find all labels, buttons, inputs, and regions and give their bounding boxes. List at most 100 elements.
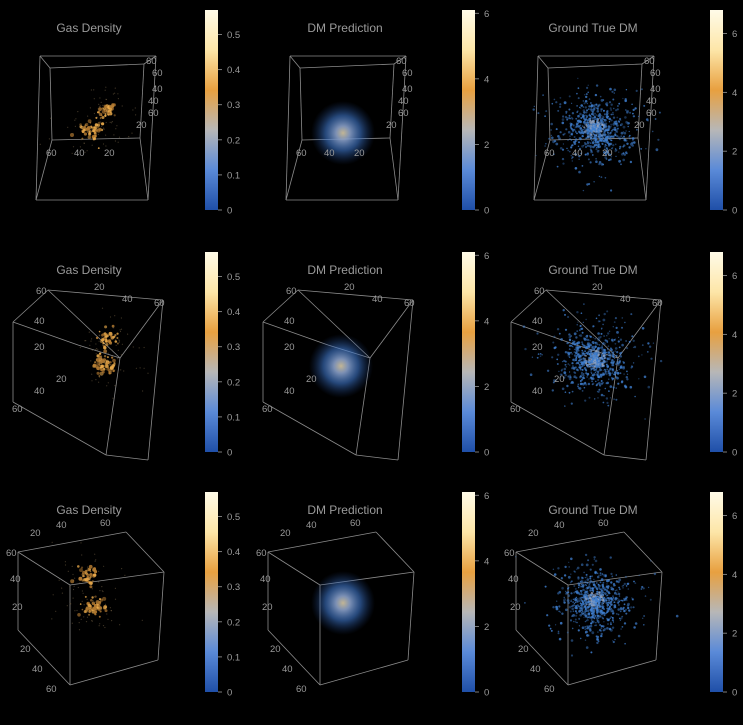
dm-truth-point [622,97,624,100]
dm-truth-point [598,344,601,346]
dm-truth-point [606,110,609,113]
dm-truth-point [583,386,586,389]
dm-truth-point [579,375,583,378]
dm-truth-point [585,369,588,372]
dm-truth-point [616,135,619,138]
dm-truth-point [587,634,590,637]
gas-point [95,336,99,340]
dm-truth-point [537,353,540,355]
dm-truth-point [583,598,587,602]
dm-truth-point [579,358,582,361]
dm-truth-point [623,135,625,138]
gas-point-faint [103,565,105,567]
dm-truth-point [575,359,577,362]
cube-edge [537,55,549,69]
dm-truth-point [590,651,593,654]
cube-edge [157,571,165,661]
dm-truth-point [622,145,625,148]
dm-truth-point [584,94,586,96]
axis-tick-y: 20 [386,120,397,131]
gas-point-faint [117,371,119,373]
dm-truth-point [595,354,599,358]
gas-point-faint [105,337,107,339]
dm-truth-point [553,335,556,338]
dm-truth-point [580,107,582,109]
dm-truth-point [619,124,622,126]
dm-truth-point [574,351,578,355]
dm-truth-point [596,390,599,393]
dm-truth-point [618,595,621,597]
dm-truth-point [631,103,633,106]
dm-truth-point [599,368,602,370]
axis-tick-z: 20 [270,644,281,655]
dm-truth-point [612,129,614,131]
dm-truth-point [563,376,566,379]
gas-point-faint [110,343,112,345]
dm-truth-point [589,135,592,139]
dm-truth-point [593,617,596,620]
gas-point [93,610,97,614]
axis-tick-x: 40 [620,294,631,305]
gas-point-faint [107,618,109,621]
panel-title: Gas Density [56,21,121,35]
dm-truth-point [596,620,599,622]
dm-truth-point [579,120,582,123]
dm-truth-point [584,153,587,156]
dm-truth-point [618,121,620,123]
dm-truth-point [613,122,616,125]
gas-point [99,610,102,613]
dm-truth-point [591,112,594,116]
gas-point-faint [71,152,73,154]
gas-point-faint [83,604,85,606]
dm-truth-point [589,145,593,148]
gas-point-faint [109,316,112,318]
dm-truth-point [603,312,606,316]
dm-truth-point [568,117,570,119]
dm-truth-point [555,379,557,382]
dm-truth-point [577,114,580,118]
dm-truth-point [594,594,597,597]
dm-truth-point [585,93,588,96]
axis-tick-y: 40 [152,84,163,95]
dm-truth-point [598,591,601,594]
dm-truth-point [586,616,589,619]
dm-truth-point [599,581,602,584]
dm-truth-point [601,343,604,345]
dm-truth-point [616,589,618,591]
dm-truth-point [597,135,601,138]
dm-prediction-density [311,571,375,635]
dm-truth-point [557,630,560,633]
cube-edge [105,357,121,456]
dm-truth-point [584,118,587,122]
dm-truth-point [600,176,603,179]
dm-truth-point [557,135,560,138]
colorbar [710,492,723,692]
dm-truth-point [585,563,589,567]
gas-point-faint [89,344,91,346]
dm-truth-point [576,604,579,607]
dm-truth-point [597,363,600,365]
dm-truth-point [584,628,586,630]
dm-truth-point [577,145,580,147]
gas-point-faint [124,574,126,577]
gas-point [104,364,109,368]
dm-truth-point [604,136,607,139]
dm-truth-point [575,596,577,599]
gas-point [98,107,102,112]
dm-truth-point [586,618,589,622]
dm-truth-point [606,348,609,350]
dm-truth-point [581,341,584,344]
dm-truth-point [623,138,626,141]
dm-truth-point [596,599,599,603]
gas-point-faint [81,590,83,592]
dm-truth-point [606,357,609,360]
dm-truth-point [583,373,585,375]
dm-truth-point [614,638,616,641]
dm-truth-point [597,346,600,350]
colorbar-tick-label: 4 [484,556,489,567]
dm-truth-point [577,321,579,323]
gas-point-faint [117,358,119,360]
axis-tick-y: 40 [402,84,413,95]
dm-truth-point [632,339,635,342]
gas-point-faint [120,328,123,330]
